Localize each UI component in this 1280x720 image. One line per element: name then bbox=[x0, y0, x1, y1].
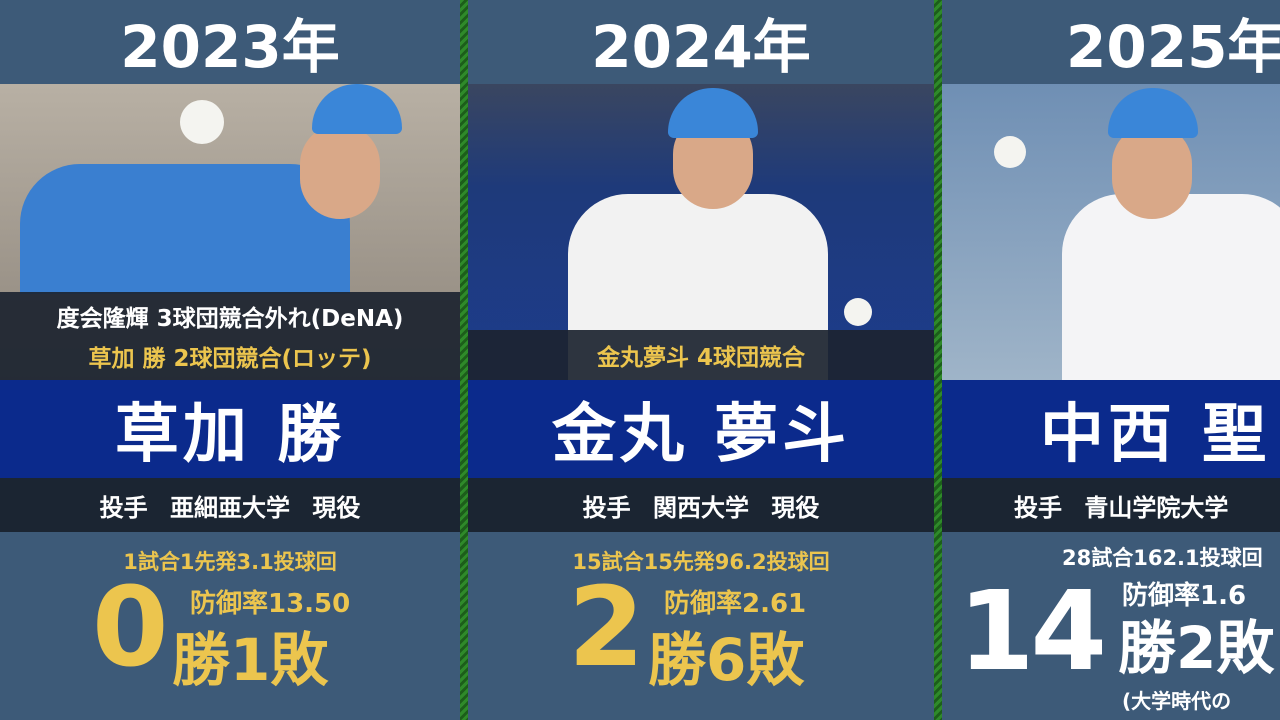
wins-number: 2 bbox=[568, 563, 645, 691]
draft-notes: 度会隆輝 3球団競合外れ(DeNA) 草加 勝 2球団競合(ロッテ) bbox=[0, 292, 460, 380]
cap-icon bbox=[312, 84, 402, 134]
player-face bbox=[1112, 124, 1192, 219]
note-line: 度会隆輝 3球団競合外れ(DeNA) bbox=[56, 306, 404, 332]
year-title: 2025年 bbox=[1066, 13, 1280, 81]
note-line: 金丸夢斗 4球団競合 bbox=[596, 345, 805, 371]
player-body bbox=[1062, 194, 1280, 384]
wins-number: 14 bbox=[958, 567, 1107, 695]
era: 防御率2.61 bbox=[664, 589, 807, 619]
win-loss: 勝6敗 bbox=[648, 626, 805, 694]
player-photo bbox=[942, 84, 1280, 384]
era: 防御率1.6 bbox=[1122, 581, 1247, 611]
player-name: 中西 聖 bbox=[942, 380, 1280, 478]
baseball-icon bbox=[994, 136, 1026, 168]
player-name: 金丸 夢斗 bbox=[468, 380, 934, 478]
cap-icon bbox=[1108, 88, 1198, 138]
baseball-icon bbox=[844, 298, 872, 326]
wins-number: 0 bbox=[92, 563, 169, 691]
win-loss: 勝1敗 bbox=[172, 626, 329, 694]
player-info: 投手 亜細亜大学 現役 bbox=[0, 478, 460, 532]
player-info: 投手 青山学院大学 bbox=[942, 478, 1280, 532]
year-title: 2024年 bbox=[591, 13, 811, 81]
player-name: 草加 勝 bbox=[0, 380, 460, 478]
player-face bbox=[300, 124, 380, 219]
column-2025: 2025年 中西 聖 投手 青山学院大学 28試合162.1投球回 14 防御率… bbox=[942, 0, 1280, 720]
era: 防御率13.50 bbox=[190, 589, 351, 619]
draft-notes: 金丸夢斗 4球団競合 bbox=[468, 330, 934, 380]
footnote: (大学時代の bbox=[1122, 689, 1232, 713]
column-2023: 2023年 度会隆輝 3球団競合外れ(DeNA) 草加 勝 2球団競合(ロッテ)… bbox=[0, 0, 460, 720]
divider bbox=[460, 0, 468, 720]
player-body bbox=[20, 164, 350, 294]
games-stat: 15試合15先発96.2投球回 bbox=[572, 550, 830, 574]
win-loss: 勝2敗 bbox=[1118, 614, 1275, 682]
baseball-icon bbox=[180, 100, 224, 144]
divider bbox=[934, 0, 942, 720]
cap-icon bbox=[668, 88, 758, 138]
player-info: 投手 関西大学 現役 bbox=[468, 478, 934, 532]
games-stat: 1試合1先発3.1投球回 bbox=[123, 550, 337, 574]
games-stat: 28試合162.1投球回 bbox=[1062, 546, 1263, 570]
note-line: 草加 勝 2球団競合(ロッテ) bbox=[88, 346, 372, 372]
column-2024: 2024年 金丸夢斗 4球団競合 金丸 夢斗 投手 関西大学 現役 15試合15… bbox=[468, 0, 934, 720]
year-title: 2023年 bbox=[120, 13, 340, 81]
